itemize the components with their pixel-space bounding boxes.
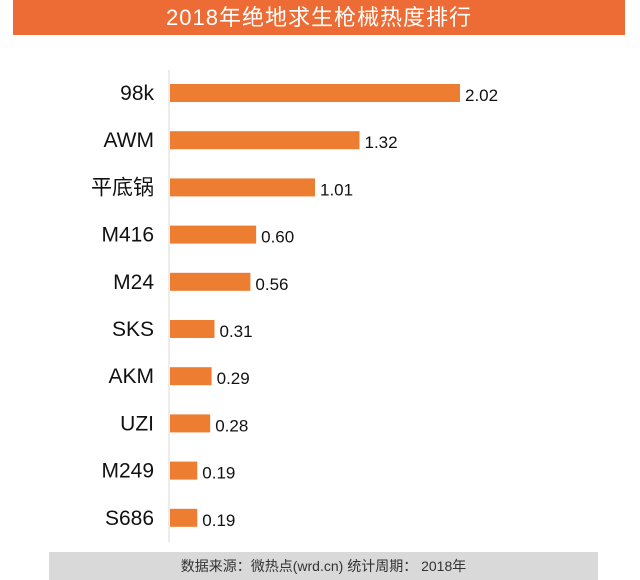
value-label: 0.56: [255, 275, 288, 294]
chart-title: 2018年绝地求生枪械热度排行: [13, 0, 625, 35]
category-label: 平底锅: [91, 176, 154, 199]
category-label: 98k: [120, 82, 154, 105]
bar: [170, 131, 360, 150]
bar: [170, 414, 211, 433]
value-label: 0.19: [202, 511, 235, 530]
category-label: S686: [105, 507, 154, 530]
value-label: 0.60: [261, 228, 294, 247]
category-label: M24: [113, 271, 154, 294]
category-label: M249: [101, 460, 154, 483]
bar: [170, 272, 251, 291]
value-label: 0.31: [220, 322, 253, 341]
value-label: 0.19: [202, 464, 235, 483]
value-label: 0.29: [217, 369, 250, 388]
category-label: SKS: [112, 318, 154, 341]
category-label: AWM: [103, 129, 154, 152]
bar: [170, 178, 315, 197]
category-label: AKM: [108, 365, 154, 388]
category-label: UZI: [120, 412, 154, 435]
value-label: 0.28: [215, 416, 248, 435]
value-label: 1.32: [365, 133, 398, 152]
bar: [170, 461, 198, 480]
bar: [170, 508, 198, 527]
value-label: 1.01: [320, 180, 353, 199]
source-footer: 数据来源：微热点(wrd.cn) 统计周期： 2018年: [49, 552, 598, 580]
bar: [170, 225, 257, 244]
value-label: 2.02: [465, 86, 498, 105]
category-label: M416: [101, 224, 154, 247]
bar: [170, 84, 460, 102]
bar: [170, 320, 215, 338]
bar: [170, 367, 212, 386]
